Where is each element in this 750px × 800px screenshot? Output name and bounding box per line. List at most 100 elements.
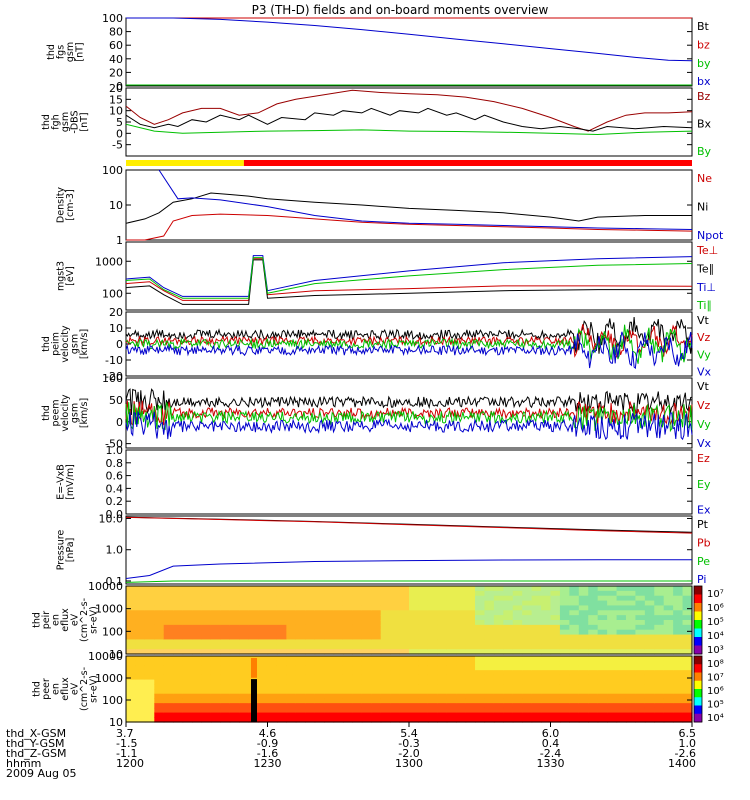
ephemeris-value: -1.5 xyxy=(116,737,137,750)
panel-density: 100 10 1 Density[cm-3] Ne Ni Npot xyxy=(55,164,724,247)
series-Vx xyxy=(125,331,693,370)
legend-entry: By xyxy=(697,145,712,158)
legend-entry: Pt xyxy=(697,518,709,531)
series-bx xyxy=(126,17,693,62)
y-tick-label: 100 xyxy=(102,12,123,25)
y-tick-label: 100 xyxy=(102,287,123,300)
y-axis-label: peer xyxy=(41,678,52,700)
legend-entry: Ey xyxy=(697,478,711,491)
ephemeris-label: thd_X-GSM xyxy=(6,727,66,740)
y-axis-label: gsm xyxy=(70,403,81,423)
y-tick-label: 100 xyxy=(102,372,123,385)
y-axis-label: [eV] xyxy=(65,266,76,286)
ephemeris-value: 4.6 xyxy=(259,727,277,740)
series-Vy xyxy=(125,402,693,433)
y-tick-label: 10 xyxy=(109,648,123,661)
y-tick-label: 15 xyxy=(109,93,123,106)
y-tick-label: 50 xyxy=(109,394,123,407)
y-tick-label: 100 xyxy=(102,694,123,707)
y-tick-label: 0.4 xyxy=(106,482,124,495)
y-axis-label: gsm xyxy=(65,42,76,62)
y-tick-label: 0 xyxy=(116,80,123,93)
y-tick-label: 0.8 xyxy=(106,457,124,470)
ephemeris-date: 2009 Aug 05 xyxy=(6,767,76,780)
panel-spec-electron: 10⁸ 10⁷ 10⁶ 10⁵ 10⁴ 10000 1000 100 10 thdpeerenef… xyxy=(32,650,724,729)
ephemeris-value: -2.4 xyxy=(540,747,561,760)
panel-pressure: 10.0 1.0 0.1 Pressure[nPa] Pt Pb Pe Pi xyxy=(55,512,710,587)
y-axis-label: eflux xyxy=(60,677,71,701)
colorbar-tick-label: 10⁷ xyxy=(707,673,724,684)
series-By xyxy=(125,123,693,136)
y-tick-label: 40 xyxy=(109,53,123,66)
y-axis-label: thd xyxy=(41,114,52,130)
y-axis-label: en xyxy=(51,614,62,626)
colorbar-tick-label: 10⁷ xyxy=(707,589,724,600)
y-tick-label: 0.6 xyxy=(106,470,124,483)
y-axis-label: thd xyxy=(46,44,57,60)
y-tick-label: 10 xyxy=(109,199,123,212)
y-axis-label: peir xyxy=(41,611,52,630)
y-tick-label: -20 xyxy=(105,370,123,383)
legend-entry: Bz xyxy=(697,90,711,103)
y-tick-label: 1.0 xyxy=(106,544,124,557)
series-Vx xyxy=(125,411,693,441)
colorbar-tick-label: 10⁸ xyxy=(707,659,724,670)
series-Pe xyxy=(125,580,692,583)
legend-entry: Te⊥ xyxy=(696,244,718,257)
series-Pb xyxy=(125,516,693,534)
y-axis-label: thd xyxy=(32,612,43,628)
y-tick-label: 0.2 xyxy=(106,495,124,508)
spectrogram-gap xyxy=(250,679,257,722)
y-tick-label: 1 xyxy=(116,234,123,247)
series-Bx xyxy=(125,107,693,132)
colorbar-tick-label: 10³ xyxy=(707,645,724,656)
series-Bz xyxy=(125,89,693,132)
y-tick-label: 10 xyxy=(109,322,123,335)
legend-entry: Ez xyxy=(697,452,710,465)
y-axis-label: thd xyxy=(32,681,43,697)
y-tick-label: 1000 xyxy=(95,255,123,268)
series-Ne xyxy=(126,213,693,241)
y-axis-label: Density xyxy=(55,187,66,223)
series-Vt xyxy=(125,317,693,354)
colorbar-tick-label: 10⁴ xyxy=(707,631,724,642)
legend-entry: Ex xyxy=(697,504,711,517)
legend-entry: Ne xyxy=(697,172,712,185)
series-Pi xyxy=(125,559,692,579)
panel-spec-ion: 10⁷ 10⁶ 10⁵ 10⁴ 10³ 10000 1000 100 10 thdpeirenef… xyxy=(32,580,724,661)
panel-frame xyxy=(125,449,693,515)
y-axis-label: eV xyxy=(70,613,81,626)
panel-velocity-ion: 20100-10-20thdpeimvelocitygsm[km/s]VtVzV… xyxy=(41,306,712,383)
ephemeris-value: 1300 xyxy=(395,757,423,770)
y-axis-label: E=-VxB xyxy=(55,464,66,499)
y-axis-label: velocity xyxy=(60,325,71,363)
y-axis-label: gsm xyxy=(70,334,81,354)
legend-entry: bz xyxy=(697,38,710,51)
y-tick-label: 0 xyxy=(116,416,123,429)
y-axis-label: [cm-3] xyxy=(65,189,76,220)
legend-entry: Ti∥ xyxy=(696,299,712,312)
ephemeris-value: 1.0 xyxy=(679,737,697,750)
legend-entry: Ti⊥ xyxy=(696,281,716,294)
ephemeris-value: -0.9 xyxy=(257,737,278,750)
y-axis-label: peem xyxy=(51,400,62,427)
y-tick-label: 0 xyxy=(116,338,123,351)
y-axis-label: [nT] xyxy=(79,112,90,131)
y-tick-label: 20 xyxy=(109,66,123,79)
y-axis-label: [nT] xyxy=(74,42,85,61)
legend-entry: Vx xyxy=(697,437,712,450)
ephemeris-value: 5.4 xyxy=(400,727,418,740)
legend-entry: Vz xyxy=(697,399,711,412)
y-tick-label: 10000 xyxy=(88,650,123,663)
panel-frame xyxy=(125,241,693,311)
legend-entry: Vt xyxy=(697,380,710,393)
ephemeris-value: 1200 xyxy=(116,757,144,770)
y-axis-label: [nPa] xyxy=(65,538,76,563)
y-axis-label: [km/s] xyxy=(79,398,90,428)
y-tick-label: -5 xyxy=(112,139,123,152)
y-axis-label: thd xyxy=(41,405,52,421)
legend-entry: Vy xyxy=(697,348,711,361)
y-tick-label: 1000 xyxy=(95,603,123,616)
